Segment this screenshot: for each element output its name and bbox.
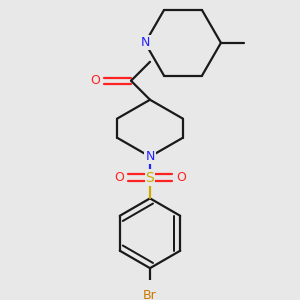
Text: O: O [114, 171, 124, 184]
Text: S: S [146, 170, 154, 184]
Text: N: N [140, 36, 150, 50]
Text: O: O [91, 74, 100, 87]
Text: O: O [176, 171, 186, 184]
Text: N: N [145, 150, 155, 163]
Text: Br: Br [143, 289, 157, 300]
